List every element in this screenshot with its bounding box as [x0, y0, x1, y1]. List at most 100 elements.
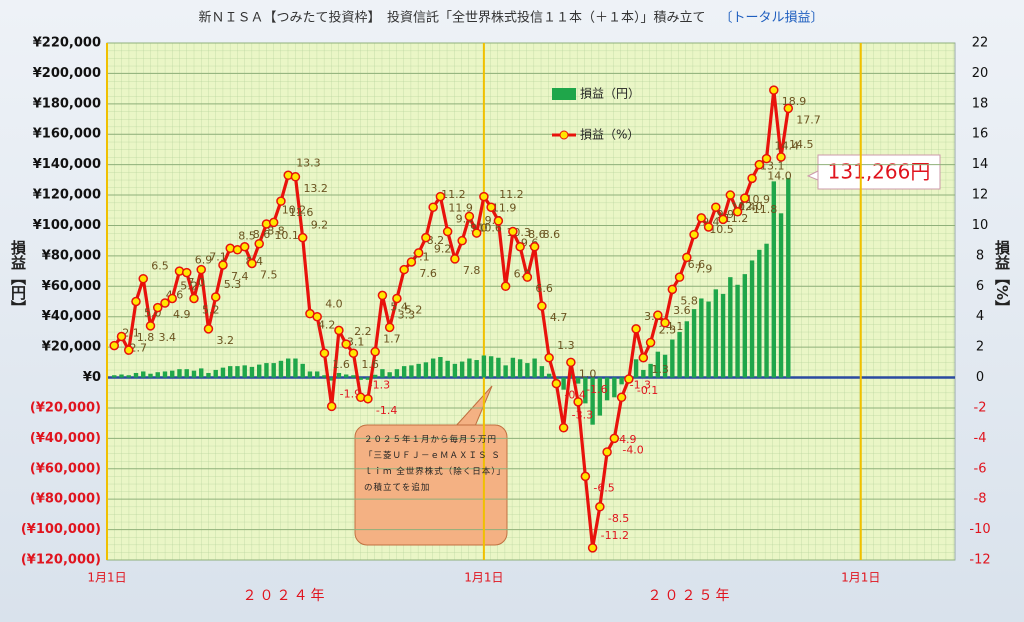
y2-tick-label: 10: [972, 218, 989, 233]
bar: [141, 371, 146, 378]
point: [769, 85, 779, 95]
point: [580, 471, 591, 482]
point: [152, 302, 163, 313]
data-label: 6.5: [151, 260, 169, 273]
y-tick-label: ¥160,000: [33, 127, 101, 142]
point: [471, 228, 482, 238]
y-tick-label: ¥200,000: [33, 66, 101, 81]
bar: [539, 366, 545, 378]
bar: [684, 321, 690, 378]
data-label: -1.3: [369, 378, 390, 391]
y-tick-label: ¥20,000: [42, 340, 101, 355]
data-label: -8.5: [608, 512, 629, 525]
point: [703, 222, 714, 232]
bar: [271, 363, 276, 378]
bar: [336, 372, 342, 378]
point: [131, 296, 141, 307]
data-label: 8.2: [427, 234, 445, 247]
legend-label: 損益（%）: [580, 127, 639, 142]
bar: [228, 366, 233, 378]
bar: [662, 354, 668, 378]
data-label: 6.6: [535, 282, 553, 295]
callout-box: [817, 154, 941, 190]
year-label: ２０２５年: [648, 588, 733, 604]
bar: [561, 377, 566, 390]
data-label: 1.0: [579, 367, 597, 380]
y2-tick-label: 2: [976, 340, 984, 355]
bar: [749, 260, 755, 378]
bar: [278, 360, 284, 378]
y2-tick-label: -10: [969, 522, 990, 537]
bar: [322, 375, 327, 378]
point: [160, 298, 170, 308]
data-label: 1.3: [651, 363, 669, 376]
bar: [133, 372, 139, 378]
bar: [438, 357, 443, 378]
bar: [496, 357, 501, 378]
bar: [416, 363, 421, 378]
data-label: 2.1: [122, 327, 140, 340]
bar: [358, 377, 363, 380]
data-label: 7.4: [231, 270, 249, 283]
bar: [314, 371, 320, 378]
point: [428, 202, 438, 212]
point: [196, 264, 206, 275]
data-label: 9.2: [311, 219, 329, 232]
y2-tick-label: 4: [976, 309, 984, 324]
data-label: 8.8: [267, 225, 285, 238]
bar: [670, 339, 675, 378]
bar: [249, 366, 255, 378]
bar: [532, 358, 537, 378]
point: [609, 433, 620, 444]
bar: [423, 362, 429, 378]
point: [210, 292, 221, 302]
y-tick-label: ¥220,000: [33, 36, 101, 51]
bar: [242, 365, 247, 378]
point: [529, 242, 540, 252]
bar: [264, 363, 269, 378]
point: [464, 211, 475, 222]
y-tick-label: (¥20,000): [30, 400, 101, 415]
bar: [409, 365, 414, 378]
point: [181, 267, 192, 278]
data-label: 4.7: [550, 311, 568, 324]
y2-axis-title: 損益【%】: [993, 240, 1011, 316]
point: [276, 196, 286, 206]
point: [754, 159, 765, 170]
bar: [604, 377, 610, 401]
bar: [112, 375, 117, 378]
bar: [329, 377, 334, 381]
legend-swatch: [552, 88, 576, 100]
y2-tick-label: 14: [972, 157, 989, 172]
y-tick-label: ¥60,000: [42, 279, 101, 294]
bar: [126, 375, 131, 378]
bar: [546, 373, 552, 378]
point: [537, 301, 547, 311]
bar: [285, 358, 291, 378]
data-label: 3.2: [216, 334, 234, 347]
bar: [655, 351, 661, 378]
data-label: 7.0: [187, 276, 205, 289]
bar: [401, 366, 407, 378]
point: [558, 422, 569, 433]
bar: [452, 363, 458, 378]
data-label: 3.6: [673, 304, 691, 317]
x-tick-label: 1月1日: [464, 571, 503, 585]
bar: [445, 360, 450, 378]
data-label: 5.2: [180, 279, 198, 292]
y2-tick-label: 12: [972, 188, 989, 203]
bar: [220, 367, 226, 378]
y-tick-label: ¥140,000: [33, 157, 101, 172]
data-label: 7.8: [463, 264, 481, 277]
data-label: 11.9: [492, 202, 517, 215]
bar: [343, 374, 349, 378]
bar: [764, 243, 769, 378]
point: [515, 242, 525, 252]
point: [319, 348, 330, 358]
bar: [590, 377, 595, 425]
bar: [394, 369, 400, 378]
bar: [735, 284, 740, 378]
data-label: 8.6: [528, 228, 546, 241]
